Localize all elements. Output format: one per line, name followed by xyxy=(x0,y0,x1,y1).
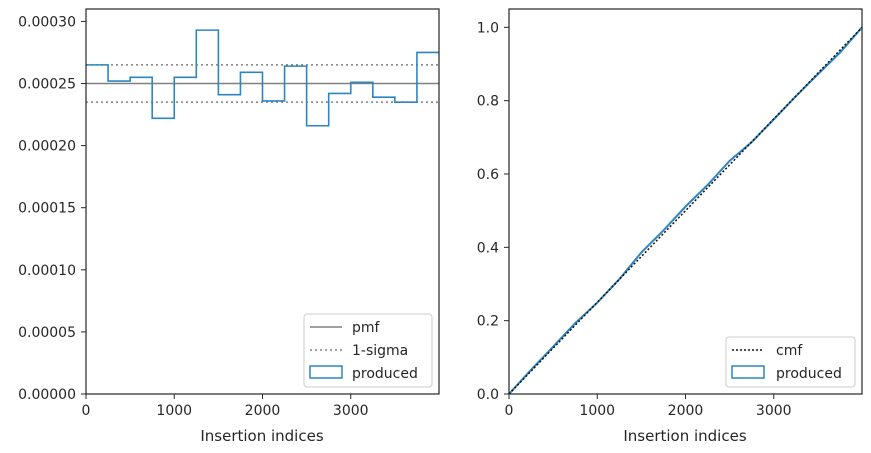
left-x-tick-label: 3000 xyxy=(333,403,369,419)
right-x-tick-label: 0 xyxy=(505,403,514,419)
legend-produced-swatch xyxy=(309,365,343,379)
left-x-tick-label: 0 xyxy=(82,403,91,419)
right-tick-labels: 0 1000 2000 3000 0.0 0.2 0.4 0.6 0.8 1.0 xyxy=(477,20,792,419)
right-y-tick-label: 0.6 xyxy=(477,167,499,183)
right-x-axis-label: Insertion indices xyxy=(623,427,746,445)
legend-produced-swatch-right xyxy=(731,365,765,379)
produced-histogram xyxy=(86,29,439,127)
left-y-tick-label: 0.00025 xyxy=(18,77,76,93)
left-tick-labels: 0 1000 2000 3000 0.00000 0.00005 0.00010 0.0001… xyxy=(18,14,368,419)
left-legend: pmf 1-sigma produced xyxy=(303,313,433,388)
right-y-tick-label: 0.8 xyxy=(477,94,499,110)
legend-produced-label-right: produced xyxy=(776,366,842,382)
right-y-tick-label: 0.4 xyxy=(477,240,499,256)
left-axes-frame xyxy=(85,8,440,395)
legend-cmf-label: cmf xyxy=(776,343,803,359)
left-plot-area xyxy=(86,29,439,127)
left-histogram-chart: 0 1000 2000 3000 0.00000 0.00005 0.00010 0.0001… xyxy=(18,8,440,445)
left-x-tick-label: 2000 xyxy=(245,403,281,419)
right-legend-box xyxy=(725,336,856,388)
right-x-tick-label: 3000 xyxy=(756,403,792,419)
left-y-tick-label: 0.00000 xyxy=(18,387,76,403)
legend-pmf-label: pmf xyxy=(352,320,381,336)
right-axes-frame xyxy=(508,8,863,395)
left-y-tick-label: 0.00010 xyxy=(18,263,76,279)
left-x-axis-label: Insertion indices xyxy=(200,427,323,445)
left-x-tick-label: 1000 xyxy=(156,403,192,419)
legend-produced-label: produced xyxy=(352,366,418,382)
produced-cumulative-line xyxy=(508,26,863,395)
legend-sigma-label: 1-sigma xyxy=(352,343,408,359)
left-legend-box xyxy=(303,313,433,388)
right-legend: cmf produced xyxy=(725,336,856,388)
right-cumulative-chart: 0 1000 2000 3000 0.0 0.2 0.4 0.6 0.8 1.0 Insertio… xyxy=(477,8,863,445)
left-y-tick-label: 0.00015 xyxy=(18,201,76,217)
right-y-tick-label: 0.2 xyxy=(477,314,499,330)
left-y-tick-label: 0.00005 xyxy=(18,325,76,341)
cmf-line xyxy=(508,26,863,395)
right-plot-area xyxy=(508,26,863,395)
right-y-tick-label: 1.0 xyxy=(477,20,499,36)
left-y-tick-label: 0.00020 xyxy=(18,139,76,155)
right-x-tick-label: 2000 xyxy=(668,403,704,419)
left-y-tick-label: 0.00030 xyxy=(18,14,76,30)
right-y-tick-label: 0.0 xyxy=(477,387,499,403)
right-x-tick-label: 1000 xyxy=(579,403,615,419)
